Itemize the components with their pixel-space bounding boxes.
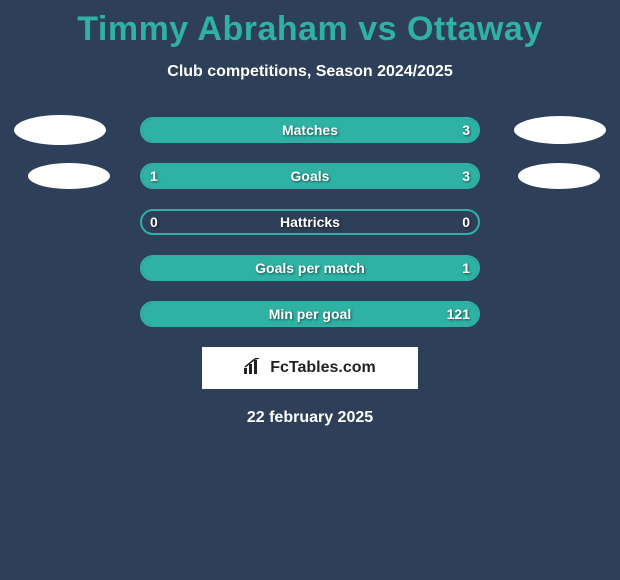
bar-fill-right (142, 119, 478, 141)
bar-fill-left (142, 165, 216, 187)
stat-row-goals: Goals 1 3 (0, 163, 620, 189)
bar-fill-right (216, 165, 478, 187)
page-subtitle: Club competitions, Season 2024/2025 (0, 63, 620, 81)
bar-fill-right (142, 257, 478, 279)
bar-fill-right (142, 303, 478, 325)
stat-row-min-per-goal: Min per goal 121 (0, 301, 620, 327)
logo-text: FcTables.com (270, 359, 376, 377)
page-title: Timmy Abraham vs Ottaway (0, 0, 620, 49)
fctables-logo[interactable]: FcTables.com (202, 347, 418, 389)
stat-row-matches: Matches 3 (0, 117, 620, 143)
bar-track (140, 209, 480, 235)
player-right-avatar (514, 116, 606, 144)
stat-row-hattricks: Hattricks 0 0 (0, 209, 620, 235)
bar-track (140, 301, 480, 327)
comparison-chart: Matches 3 Goals 1 3 Hattricks 0 0 Goals … (0, 117, 620, 327)
stat-row-goals-per-match: Goals per match 1 (0, 255, 620, 281)
bar-track (140, 255, 480, 281)
snapshot-date: 22 february 2025 (0, 409, 620, 427)
player-left-avatar (28, 163, 110, 189)
player-right-avatar (518, 163, 600, 189)
player-left-avatar (14, 115, 106, 145)
bar-chart-icon (244, 358, 264, 379)
bar-track (140, 117, 480, 143)
bar-track (140, 163, 480, 189)
